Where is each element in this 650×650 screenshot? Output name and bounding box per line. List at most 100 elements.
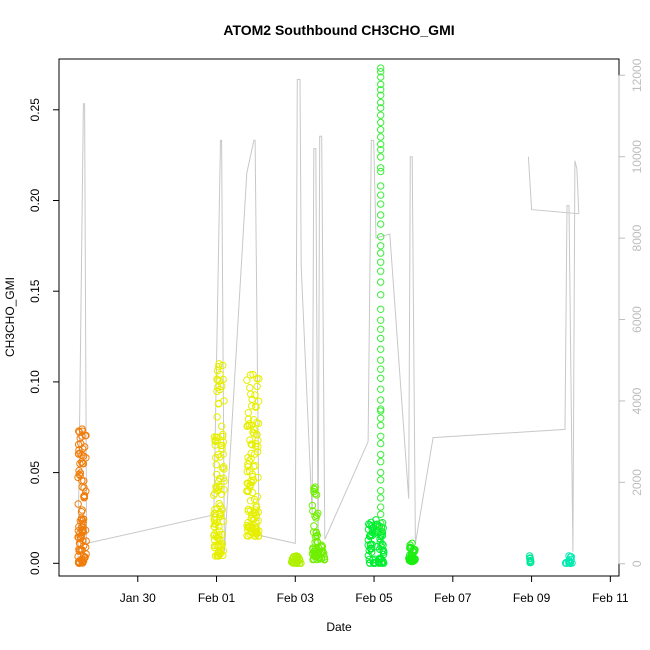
- data-point: [526, 554, 534, 563]
- data-point: [78, 531, 86, 539]
- data-point: [216, 474, 224, 483]
- data-point: [220, 465, 228, 473]
- data-point: [377, 526, 385, 535]
- data-point: [244, 409, 253, 417]
- data-point: [377, 111, 385, 119]
- data-point: [372, 516, 380, 524]
- data-point: [248, 402, 256, 410]
- data-point: [251, 532, 259, 540]
- data-point: [78, 525, 87, 534]
- data-point: [565, 552, 573, 560]
- right-y-tick-label: 4000: [630, 387, 644, 414]
- data-point: [377, 325, 385, 333]
- data-point: [212, 436, 220, 444]
- data-point: [76, 434, 84, 442]
- data-point: [210, 530, 219, 538]
- y-tick-label: 0.15: [28, 279, 42, 303]
- data-point: [377, 345, 385, 353]
- data-point: [76, 471, 84, 480]
- data-point: [252, 523, 260, 532]
- y-tick-label: 0.05: [28, 461, 42, 485]
- data-point: [320, 549, 328, 557]
- data-point: [377, 407, 385, 415]
- data-point: [377, 385, 385, 393]
- data-point: [246, 384, 254, 392]
- plot-frame: [58, 58, 620, 577]
- data-point: [253, 419, 261, 427]
- data-point: [369, 556, 377, 564]
- data-point: [211, 516, 219, 524]
- data-point: [364, 551, 372, 560]
- data-point: [76, 459, 84, 468]
- y-tick-label: 0.20: [28, 188, 42, 212]
- data-point: [311, 512, 319, 520]
- data-point: [244, 523, 252, 532]
- right-y-axis: 0 2000 4000 6000 8000 10000 12000: [618, 58, 644, 567]
- data-point: [377, 146, 385, 154]
- data-point: [75, 466, 83, 475]
- data-point: [296, 556, 304, 565]
- data-point: [379, 558, 387, 566]
- data-point: [377, 414, 385, 422]
- data-point: [377, 98, 385, 107]
- data-point: [377, 468, 385, 477]
- data-point: [406, 541, 414, 549]
- data-point: [244, 415, 253, 423]
- data-point: [377, 126, 385, 134]
- data-point: [214, 552, 223, 560]
- data-point: [74, 557, 83, 566]
- x-axis: Jan 30 Feb 01 Feb 03 Feb 05 Feb 07 Feb 09 Feb …: [120, 576, 629, 605]
- data-point: [377, 356, 385, 364]
- data-point: [377, 164, 385, 172]
- data-point: [74, 450, 83, 458]
- data-point: [79, 556, 88, 565]
- data-point: [249, 476, 258, 484]
- data-point: [377, 68, 385, 76]
- data-point: [310, 484, 318, 493]
- data-point: [215, 363, 223, 371]
- data-point: [218, 530, 226, 539]
- data-point: [377, 374, 385, 382]
- data-point: [377, 91, 385, 100]
- data-point: [251, 402, 260, 411]
- data-point: [251, 462, 259, 470]
- data-point: [377, 258, 385, 266]
- x-tick-label: Jan 30: [120, 591, 156, 605]
- data-point: [378, 529, 387, 537]
- data-point: [309, 528, 318, 536]
- data-point: [215, 482, 223, 490]
- data-point: [80, 494, 88, 502]
- data-point: [245, 457, 254, 465]
- data-point: [311, 483, 319, 491]
- right-y-tick-label: 2000: [630, 469, 644, 496]
- data-point: [377, 104, 385, 112]
- data-point: [216, 547, 225, 555]
- data-point: [377, 439, 385, 448]
- data-point: [377, 191, 385, 199]
- data-point: [377, 316, 385, 324]
- data-point: [525, 552, 534, 560]
- y-axis-label: CH3CHO_GMI: [3, 277, 17, 357]
- data-point: [247, 390, 255, 398]
- data-point: [214, 534, 222, 543]
- data-point: [377, 80, 385, 89]
- data-point: [218, 445, 226, 453]
- data-point: [377, 267, 385, 275]
- data-point: [211, 505, 219, 514]
- data-point: [253, 382, 261, 391]
- data-point: [216, 513, 225, 521]
- data-point: [216, 543, 224, 552]
- data-point: [211, 437, 219, 446]
- data-point: [371, 559, 379, 567]
- data-point: [82, 454, 90, 462]
- data-point: [246, 530, 254, 539]
- y-tick-label: 0.00: [28, 551, 42, 575]
- data-point: [78, 483, 86, 491]
- data-point: [377, 278, 385, 286]
- data-point: [248, 488, 257, 497]
- data-point: [249, 370, 257, 379]
- data-point: [78, 445, 87, 453]
- data-point: [377, 153, 385, 161]
- data-point: [377, 118, 385, 127]
- data-point: [211, 552, 220, 560]
